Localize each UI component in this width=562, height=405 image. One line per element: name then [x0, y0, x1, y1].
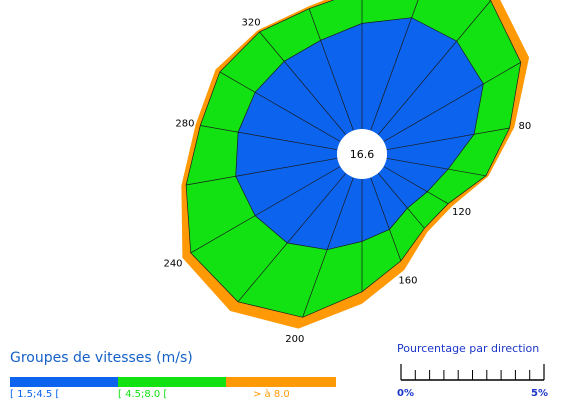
legend-label-medium: [ 4.5;8.0 [: [118, 389, 168, 400]
direction-label-280: 280: [175, 118, 194, 129]
spoke-60: [383, 61, 521, 142]
spoke-220: [237, 172, 347, 303]
legend-title: Groupes de vitesses (m/s): [10, 350, 193, 366]
center-value: 16.6: [350, 148, 375, 161]
outline-low-speed: [235, 17, 484, 251]
legend-bar-low: [10, 377, 118, 387]
spoke-40: [377, 0, 491, 136]
spoke-160: [370, 177, 402, 262]
legend-label-low: [ 1.5;4.5 [: [10, 389, 60, 400]
spoke-200: [302, 177, 354, 318]
center-circle: [337, 129, 387, 179]
legend-label-high: > à 8.0: [253, 389, 290, 400]
direction-label-120: 120: [452, 207, 471, 218]
ring-medium-speed: [186, 0, 521, 318]
spoke-280: [200, 125, 338, 151]
direction-label-240: 240: [163, 259, 182, 270]
legend-bar-high: [226, 377, 336, 387]
spoke-80: [386, 127, 510, 151]
legend-bar-medium: [118, 377, 226, 387]
spoke-120: [383, 166, 449, 205]
scale-title: Pourcentage par direction: [397, 342, 540, 355]
scale-min-label: 0%: [397, 388, 414, 399]
direction-label-160: 160: [398, 276, 417, 287]
ring-low-speed: [235, 17, 484, 250]
scale-ruler: [400, 364, 545, 381]
spoke-320: [259, 31, 347, 136]
spoke-300: [219, 71, 341, 142]
spoke-260: [186, 157, 338, 186]
spoke-240: [190, 166, 341, 254]
spoke-140: [377, 172, 425, 229]
scale-max-label: 5%: [531, 388, 548, 399]
spoke-100: [386, 157, 486, 177]
direction-label-320: 320: [242, 17, 261, 28]
spoke-340: [308, 8, 354, 131]
direction-label-200: 200: [285, 334, 304, 345]
spoke-20: [370, 0, 419, 131]
direction-label-80: 80: [519, 121, 532, 132]
outline-medium-speed: [185, 0, 522, 318]
